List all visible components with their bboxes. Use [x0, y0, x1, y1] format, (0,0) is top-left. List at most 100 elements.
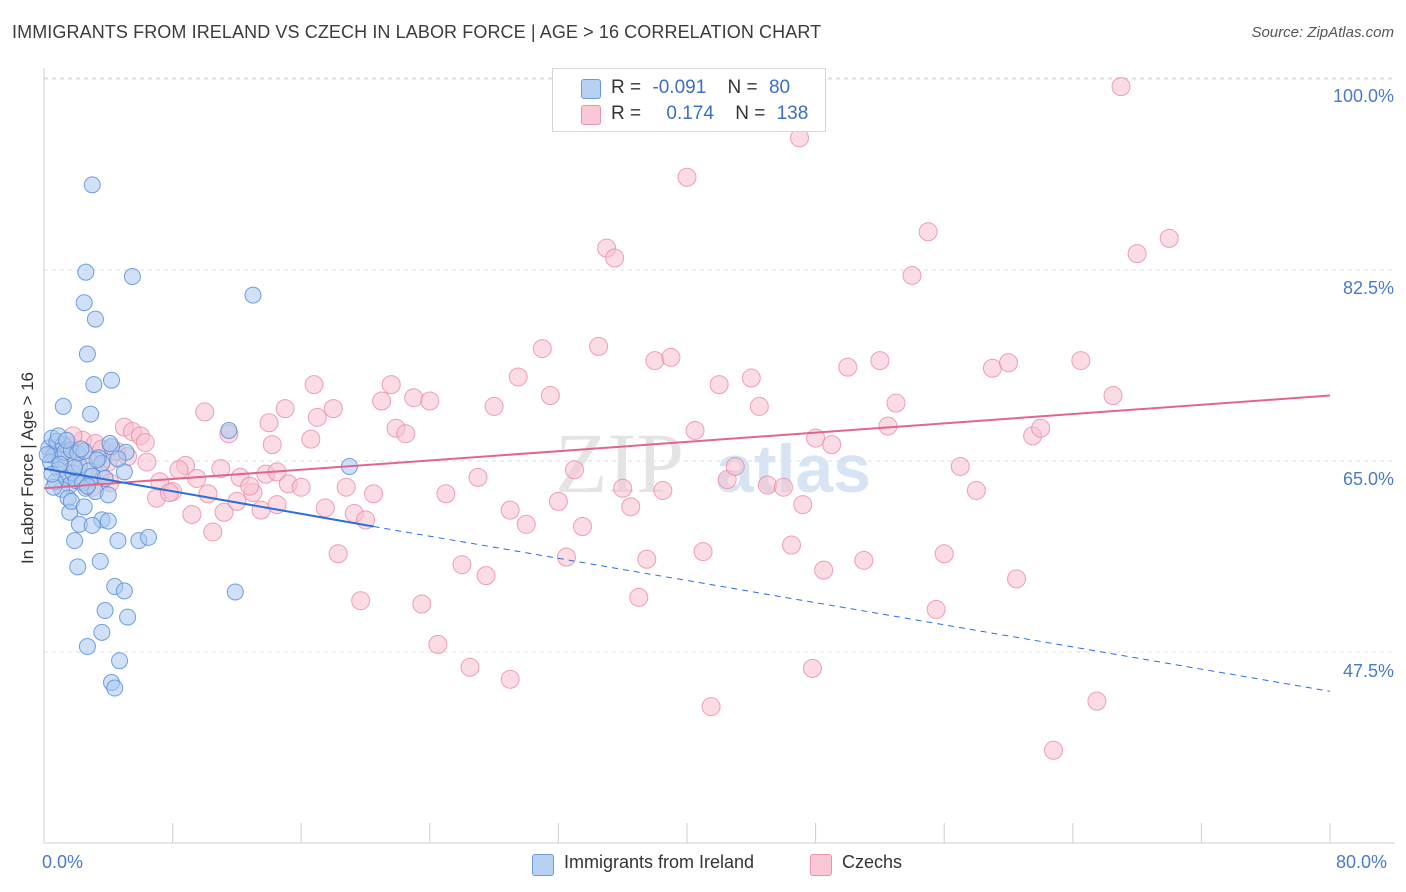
czech-point	[135, 432, 155, 452]
czech-point	[169, 460, 189, 480]
czech-point	[240, 476, 260, 496]
czech-point	[870, 351, 890, 371]
czech-point	[301, 429, 321, 449]
ireland-swatch	[581, 79, 601, 99]
chart-title: IMMIGRANTS FROM IRELAND VS CZECH IN LABO…	[12, 22, 822, 42]
ireland-point	[226, 583, 244, 601]
ireland-point	[66, 532, 84, 550]
czech-point	[814, 560, 834, 580]
ireland-trend-extension	[373, 525, 1331, 692]
czech-point	[926, 599, 946, 619]
czech-point	[637, 549, 657, 569]
r-label: R =	[611, 77, 642, 98]
ireland-point	[123, 268, 141, 286]
ireland-point	[106, 679, 124, 697]
czech-point	[516, 514, 536, 534]
czech-point	[508, 367, 528, 387]
czech-point	[262, 435, 282, 455]
czech-point	[999, 353, 1018, 373]
x-tick-label: 80.0%	[1336, 852, 1388, 872]
ireland-point	[78, 345, 96, 363]
czech-point	[452, 555, 472, 575]
czech-point	[137, 452, 157, 472]
ireland-point	[244, 286, 262, 304]
czech-point	[1031, 418, 1051, 438]
czech-trend-line	[43, 394, 1331, 490]
ireland-point	[115, 582, 133, 600]
czech-point	[966, 480, 986, 500]
czech-point	[605, 248, 625, 268]
czech-point	[251, 500, 271, 520]
czech-point	[315, 498, 335, 518]
ireland-point	[139, 528, 157, 546]
czech-point	[372, 391, 392, 411]
czech-point	[428, 634, 448, 654]
y-tick-label: 82.5%	[1342, 278, 1394, 298]
ireland-point	[93, 623, 111, 641]
czech-point	[725, 456, 745, 476]
czech-point	[404, 388, 424, 408]
czech-point	[540, 386, 560, 406]
czech-point	[211, 459, 231, 479]
czech-point	[203, 522, 223, 542]
czech-point	[182, 504, 202, 524]
czech-point	[1071, 351, 1091, 371]
czech-point	[918, 222, 938, 242]
czech-point	[822, 435, 842, 455]
y-tick-label: 47.5%	[1342, 661, 1394, 681]
ireland-point	[109, 450, 127, 468]
czech-point	[420, 391, 440, 411]
ireland-point	[86, 310, 104, 328]
czech-point	[195, 402, 215, 422]
ireland-point	[72, 440, 90, 458]
ireland-point	[54, 397, 72, 415]
czech-point	[436, 484, 456, 504]
czech-point	[351, 591, 371, 611]
ireland-point	[83, 516, 101, 534]
czech-point	[793, 495, 813, 515]
ireland-trend-line	[43, 467, 374, 528]
legend-row-ireland: R = -0.091 N = 80	[611, 77, 790, 99]
source-credit: Source: ZipAtlas.com	[1251, 24, 1394, 41]
czech-point	[802, 658, 822, 678]
czech-point	[259, 413, 279, 433]
czech-point	[1103, 386, 1123, 406]
czech-point	[1044, 740, 1064, 760]
czech-point	[500, 500, 520, 520]
ireland-point	[99, 486, 117, 504]
czech-legend-swatch	[810, 854, 832, 876]
czech-point	[886, 393, 906, 413]
czech-point	[214, 502, 234, 522]
czech-point	[982, 358, 1002, 378]
ireland-legend-label: Immigrants from Ireland	[564, 852, 755, 872]
n-label: N =	[735, 103, 766, 124]
y-axis-label: In Labor Force | Age > 16	[18, 371, 37, 564]
czech-point	[773, 477, 793, 497]
czech-point	[548, 491, 568, 511]
czech-point	[1159, 228, 1179, 248]
ireland-point	[78, 638, 96, 656]
czech-point	[364, 484, 384, 504]
czech-point	[328, 544, 348, 564]
ireland-points	[38, 176, 358, 697]
ireland-point	[103, 371, 121, 389]
czech-point	[749, 396, 769, 416]
czech-point	[460, 657, 480, 677]
czech-legend-label: Czechs	[842, 852, 903, 872]
czech-point	[950, 456, 970, 476]
czech-point	[476, 566, 496, 586]
czech-point	[838, 357, 858, 377]
czech-point	[556, 547, 576, 567]
czech-point	[412, 594, 432, 614]
ireland-point	[91, 552, 109, 570]
r-value: -0.091	[652, 77, 707, 98]
y-tick-label: 100.0%	[1332, 86, 1394, 106]
czech-point	[613, 478, 633, 498]
r-value: 0.174	[666, 103, 714, 124]
czech-point	[661, 347, 681, 367]
czech-point	[693, 542, 713, 562]
x-tick-label: 0.0%	[42, 852, 84, 872]
czech-point	[741, 368, 761, 388]
czech-point	[1127, 244, 1147, 264]
ireland-point	[101, 435, 119, 453]
